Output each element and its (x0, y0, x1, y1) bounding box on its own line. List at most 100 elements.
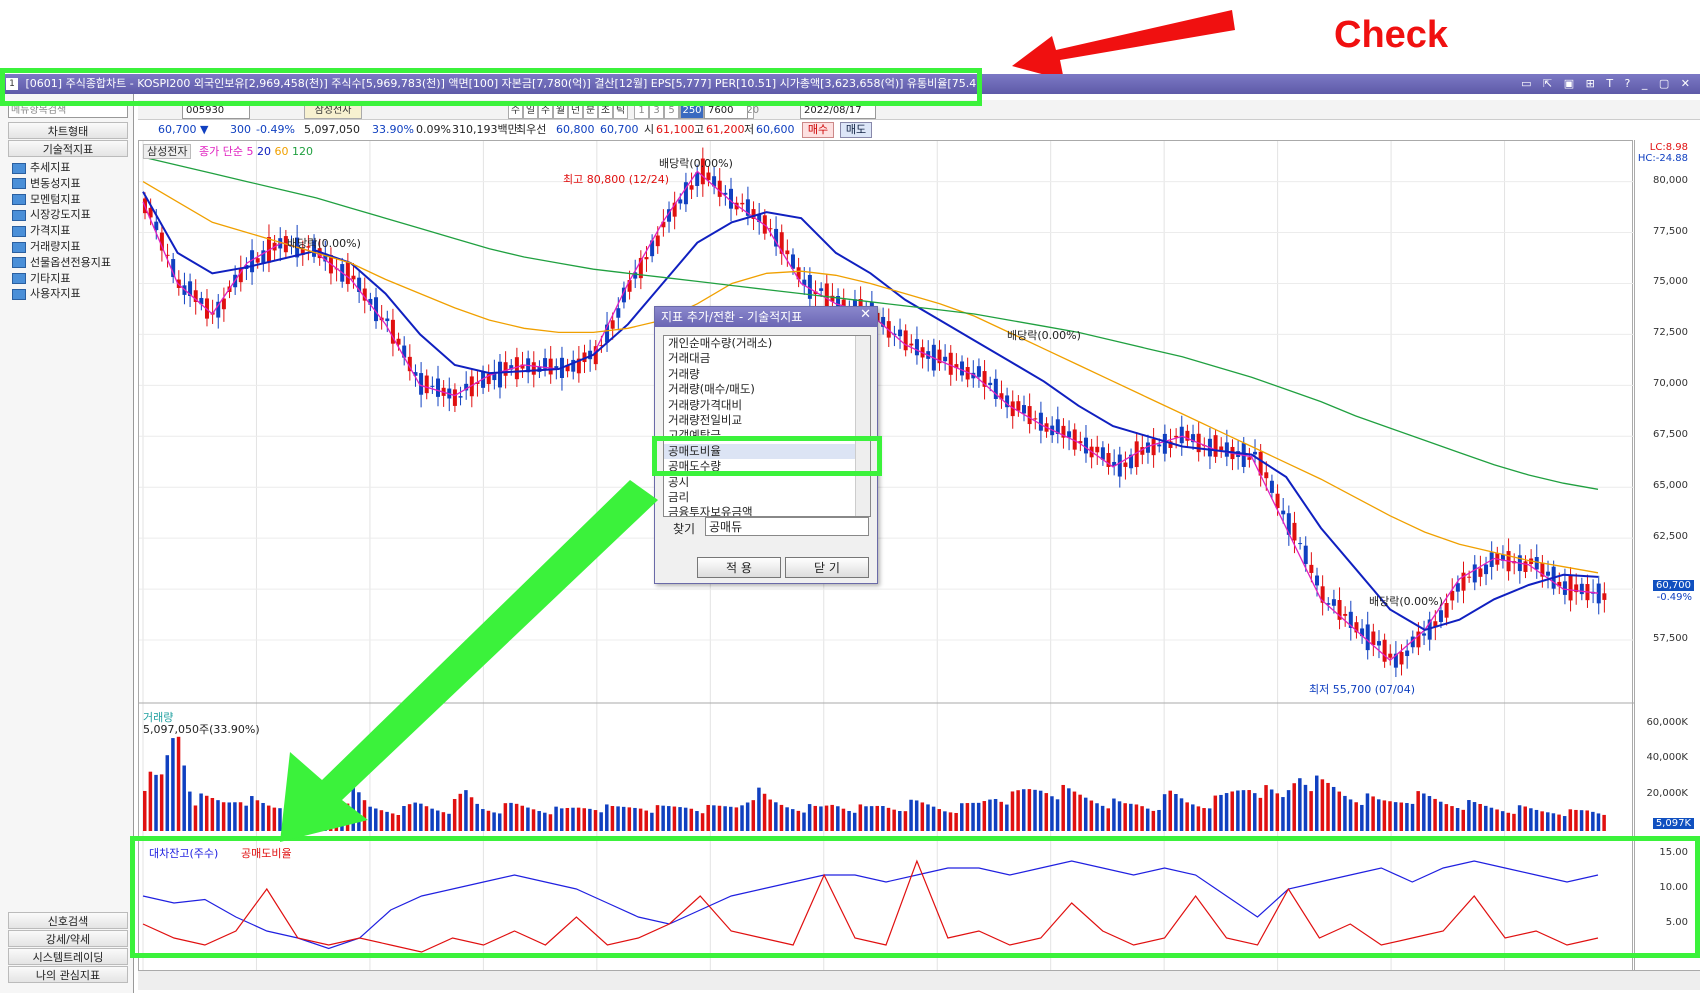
period-type-button[interactable]: 틱 (613, 102, 628, 119)
system-trading-button[interactable]: 시스템트레이딩 (8, 948, 128, 965)
candle-body (221, 298, 226, 310)
volume-bar (790, 809, 795, 831)
find-input[interactable]: 공매듀 (705, 517, 869, 536)
signal-search-button[interactable]: 신호검색 (8, 912, 128, 929)
quote-amount: 310,193백만 (452, 123, 518, 136)
hc-label: HC:-24.88 (1637, 153, 1688, 164)
volume-bar (982, 801, 987, 831)
candle-body (165, 254, 170, 256)
volume-bar (1168, 790, 1172, 831)
candle-body (565, 364, 570, 372)
period-type-button[interactable]: 수 (508, 102, 523, 119)
indicator-list-item[interactable]: 거래량 (668, 366, 700, 381)
low-annotation: 최저 55,700 (07/04) (1309, 683, 1416, 696)
volume-bar (159, 774, 164, 831)
quote-low-label: 저 (744, 123, 755, 136)
apply-button[interactable]: 적 용 (697, 557, 781, 578)
candle-body (903, 330, 908, 351)
candle-body (745, 199, 750, 216)
candle-body (362, 288, 367, 301)
volume-bar (1596, 813, 1601, 831)
volume-bar (785, 807, 789, 831)
candle-body (1067, 431, 1072, 438)
indicator-list-item[interactable]: 개인순매수량(거래소) (668, 336, 773, 350)
candle-body (199, 297, 204, 305)
tree-item[interactable]: 거래량지표 (12, 239, 81, 254)
candle-body (667, 209, 672, 222)
legend-ma-label: 종가 단순 (198, 145, 243, 158)
candle-body (1129, 454, 1134, 469)
candle-body (1022, 405, 1026, 414)
window-controls[interactable]: ▭ ⇱ ▣ ⊞ T ? _ ▢ ✕ (1521, 77, 1694, 90)
period-button[interactable]: 3 (649, 102, 664, 119)
window-title-bar: 1 [0601] 주식종합차트 - KOSPI200 외국인보유[2,969,4… (0, 74, 1700, 94)
indicator-list[interactable]: 개인순매수량(거래소) 거래대금 거래량 거래량(매수/매도) 거래량가격대비 거래량전일… (663, 335, 871, 517)
volume-bar (509, 802, 513, 831)
short-tick-label: 10.00 (1659, 882, 1688, 893)
red-arrow-annotation (1012, 10, 1235, 80)
candle-body (1602, 593, 1607, 600)
my-indicators-button[interactable]: 나의 관심지표 (8, 966, 128, 983)
tree-item[interactable]: 시장강도지표 (12, 207, 91, 222)
tree-item-label: 기타지표 (30, 271, 71, 285)
volume-bar (1309, 791, 1313, 831)
volume-legend-value: 5,097,050주(33.90%) (143, 723, 260, 736)
tree-item[interactable]: 사용자지표 (12, 286, 81, 301)
candle-body (154, 221, 159, 231)
tree-item[interactable]: 모멘텀지표 (12, 192, 81, 207)
strength-button[interactable]: 강세/약세 (8, 930, 128, 947)
volume-bar (689, 808, 694, 831)
tree-item[interactable]: 변동성지표 (12, 176, 81, 191)
volume-bar (1376, 799, 1381, 831)
volume-bar (1061, 784, 1065, 831)
sell-button[interactable]: 매도 (840, 122, 872, 138)
buy-button[interactable]: 매수 (802, 122, 834, 138)
tree-item[interactable]: 선물옵션전용지표 (12, 255, 111, 270)
quote-ask: 60,700 (600, 123, 639, 136)
tech-indicator-button[interactable]: 기술적지표 (8, 140, 128, 157)
volume-bar (266, 805, 271, 831)
candle-body (971, 372, 976, 379)
y-tick-label: 70,000 (1653, 378, 1688, 390)
tree-item[interactable]: 추세지표 (12, 160, 70, 175)
panel-highlight-box (130, 836, 1700, 958)
indicator-list-item[interactable]: 공매도비율 (664, 443, 870, 460)
candle-body (1360, 628, 1365, 637)
count-prefix[interactable]: 250 (680, 102, 704, 119)
volume-bar (204, 795, 209, 831)
tree-item[interactable]: 기타지표 (12, 271, 70, 286)
chart-type-button[interactable]: 차트형태 (8, 122, 128, 139)
period-type-button[interactable]: 년 (568, 102, 583, 119)
indicator-list-item[interactable]: 거래량가격대비 (668, 397, 743, 412)
candle-body (1224, 442, 1229, 457)
tree-item-label: 거래량지표 (30, 240, 81, 253)
volume-bar (1269, 789, 1274, 831)
candle-body (548, 358, 553, 375)
dialog-close-icon[interactable]: ✕ (860, 307, 871, 322)
tree-item[interactable]: 가격지표 (12, 223, 70, 238)
indicator-list-scrollbar[interactable] (855, 336, 870, 516)
volume-bar (751, 800, 756, 831)
candle-body (638, 257, 643, 279)
indicator-list-item[interactable]: 거래량(매수/매도) (668, 382, 755, 397)
indicator-list-item[interactable]: 금융투자보유금액 (668, 505, 753, 517)
indicator-list-item[interactable]: 공매도수량 (668, 459, 721, 474)
chart-canvas[interactable]: 2021/08091011122022/0102030405060708 (139, 141, 1634, 984)
chart-scrollbar[interactable] (138, 970, 1700, 990)
y-tick-label: 75,000 (1653, 276, 1688, 288)
indicator-list-item[interactable]: 금리 (668, 489, 690, 504)
volume-bar (678, 807, 682, 831)
count-input[interactable]: 7600 (704, 102, 748, 119)
indicator-list-item[interactable]: 거래량전일비교 (668, 412, 743, 427)
indicator-list-item[interactable]: 거래대금 (668, 351, 711, 366)
candle-body (159, 232, 164, 251)
volume-bar (898, 810, 902, 831)
indicator-list-item[interactable]: 공시 (668, 474, 690, 489)
chart-area[interactable]: 2021/08091011122022/0102030405060708 삼성전… (138, 140, 1634, 984)
volume-bar (605, 804, 609, 831)
list-highlight-box (652, 436, 882, 476)
dialog-close-button[interactable]: 닫 기 (785, 557, 869, 578)
volume-bar (571, 807, 575, 831)
candle-body (1484, 564, 1489, 575)
y-tick-label: 77,500 (1653, 225, 1688, 237)
